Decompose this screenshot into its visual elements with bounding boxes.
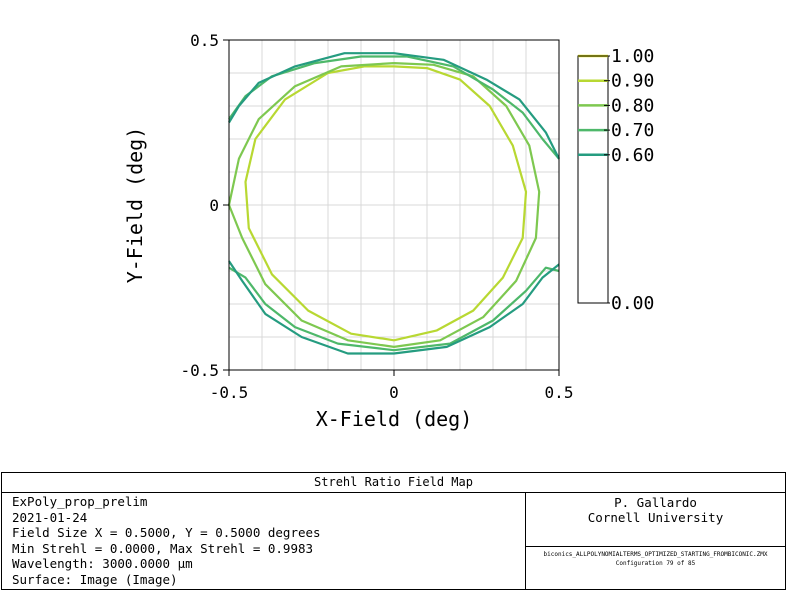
legend-box xyxy=(577,55,609,304)
contour-0-7 xyxy=(228,266,560,352)
info-line: ExPoly_prop_prelim xyxy=(12,494,148,509)
contour-0-6 xyxy=(228,52,560,160)
author-name: P. Gallardo xyxy=(614,495,697,510)
author-affiliation: Cornell University xyxy=(587,510,724,525)
configuration-label: Configuration 79 of 85 xyxy=(615,560,696,567)
info-details: ExPoly_prop_prelim 2021-01-24 Field Size… xyxy=(2,492,526,589)
info-line: Wavelength: 3000.0000 µm xyxy=(12,556,193,571)
legend: 1.00 0.90 0.80 0.70 0.60 0.00 xyxy=(577,46,654,314)
plot-grid xyxy=(229,40,559,370)
legend-label: 0.70 xyxy=(611,120,654,141)
y-tick-label: 0.5 xyxy=(190,31,219,50)
strehl-field-map-chart: -0.5 0 0.5 0.5 0 -0.5 X-Field (deg) Y-Field (… xyxy=(123,31,654,431)
legend-label: 0.00 xyxy=(611,293,654,314)
contour-0-7 xyxy=(228,55,560,160)
x-axis-title: X-Field (deg) xyxy=(316,407,473,431)
legend-label: 0.80 xyxy=(611,95,654,116)
file-box: biconics_ALLPOLYNOMIALTERMS_OPTIMIZED_ST… xyxy=(526,547,785,568)
contour-0-9 xyxy=(244,65,528,342)
legend-label: 1.00 xyxy=(611,46,654,67)
info-line: Field Size X = 0.5000, Y = 0.5000 degree… xyxy=(12,525,321,540)
info-panel: Strehl Ratio Field Map ExPoly_prop_preli… xyxy=(1,472,786,590)
info-line: 2021-01-24 xyxy=(12,509,88,525)
info-line: Surface: Image (Image) xyxy=(12,571,178,587)
axis-ticks: -0.5 0 0.5 0.5 0 -0.5 xyxy=(180,31,573,402)
contour-lines xyxy=(227,52,560,355)
x-tick-label: -0.5 xyxy=(210,383,249,402)
author-box: P. Gallardo Cornell University xyxy=(526,492,785,547)
y-axis-title: Y-Field (deg) xyxy=(123,127,147,284)
file-name: biconics_ALLPOLYNOMIALTERMS_OPTIMIZED_ST… xyxy=(543,551,768,558)
info-meta: P. Gallardo Cornell University biconics_… xyxy=(526,492,785,589)
plot-title: Strehl Ratio Field Map xyxy=(2,473,785,493)
legend-label: 0.90 xyxy=(611,71,654,92)
x-tick-label: 0 xyxy=(389,383,399,402)
info-line: Min Strehl = 0.0000, Max Strehl = 0.9983 xyxy=(12,540,314,556)
y-tick-label: 0 xyxy=(209,196,219,215)
legend-label: 0.60 xyxy=(611,145,654,166)
contour-0-8 xyxy=(227,62,541,348)
y-tick-label: -0.5 xyxy=(180,361,219,380)
x-tick-label: 0.5 xyxy=(545,383,574,402)
contour-0-6 xyxy=(228,260,560,355)
